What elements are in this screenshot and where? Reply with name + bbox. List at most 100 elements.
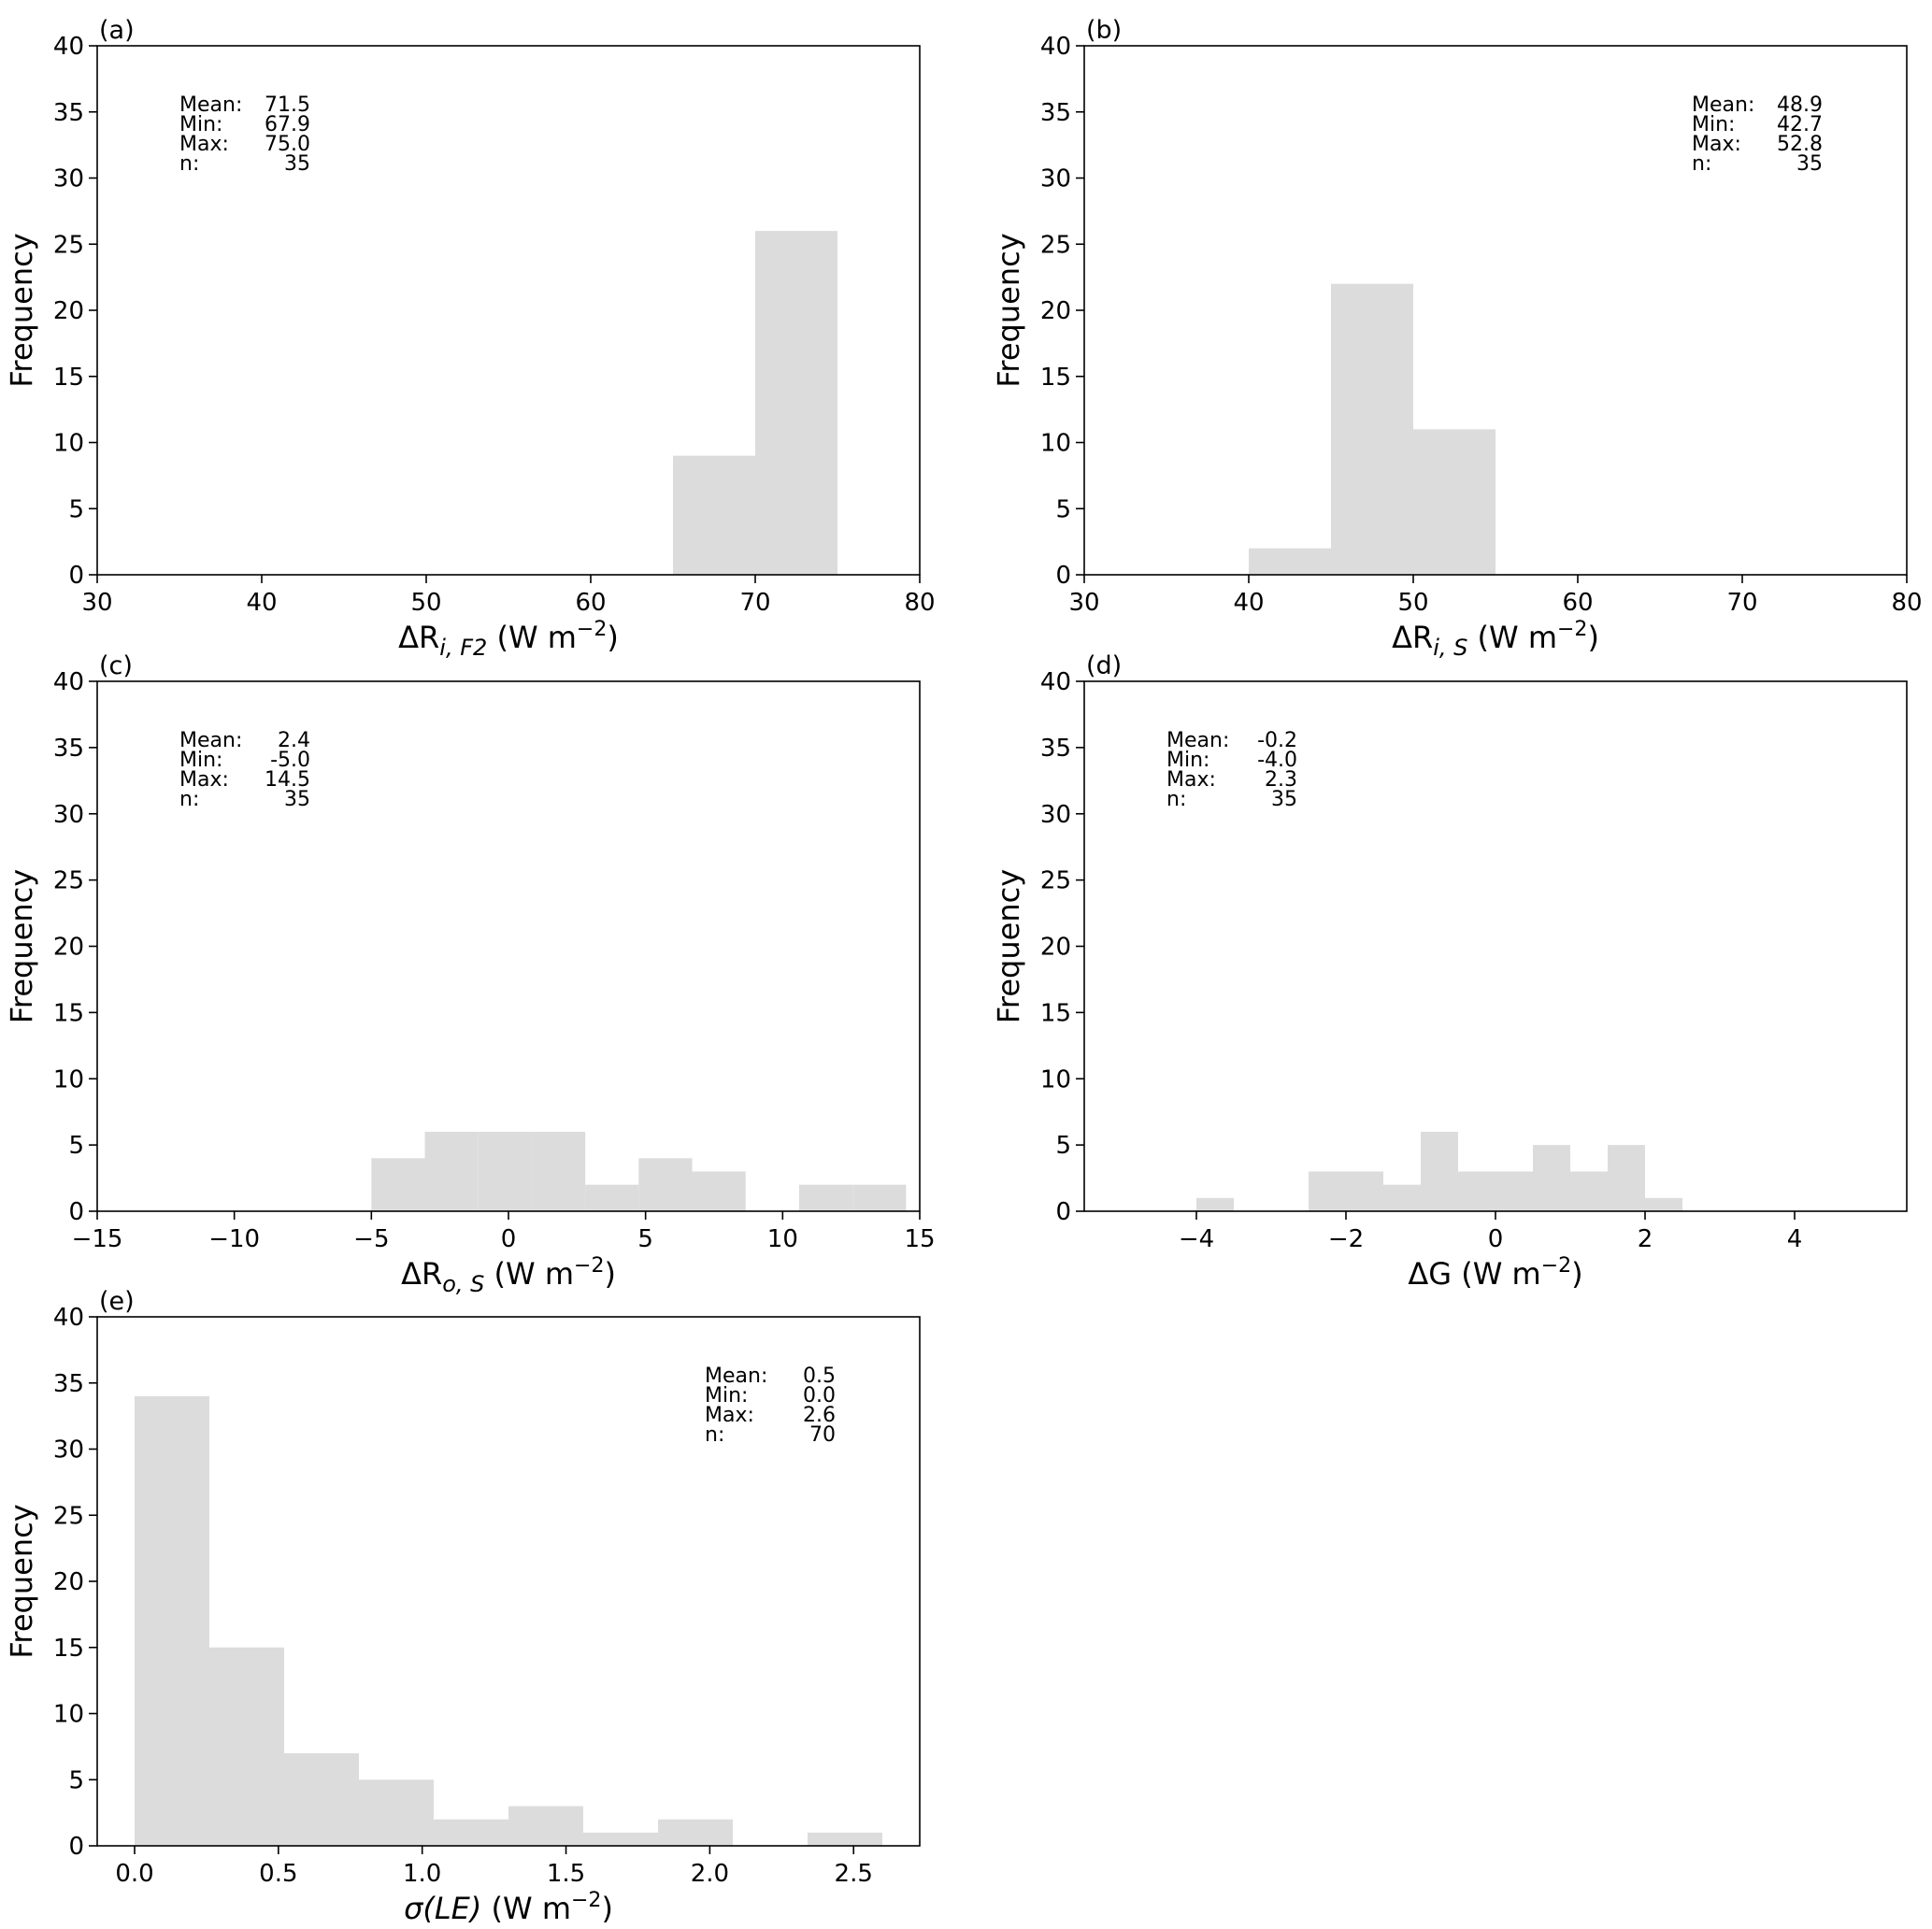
panel-b: 30 40 50 60 70 80 0 5 10 15 20 25 30 35 40 Frequency ΔRi… [991, 16, 1923, 661]
x-axis-label-unit: (W m [1452, 1256, 1541, 1292]
stats-value: 0.0 [803, 1384, 836, 1407]
stats-label: Max: [179, 133, 229, 156]
histogram-bar [434, 1819, 508, 1846]
stats-value: -5.0 [270, 749, 310, 772]
y-tick-label: 40 [53, 1304, 84, 1332]
x-axis-label-unit: (W m [487, 620, 577, 655]
histogram-bar [284, 1752, 359, 1846]
histogram-bar [1383, 1184, 1421, 1211]
stats-value: 75.0 [265, 133, 310, 156]
stats-value: 14.5 [265, 768, 310, 792]
y-tick-label: 30 [1040, 801, 1071, 829]
y-tick-label: 25 [1040, 867, 1071, 895]
x-tick-label: 2 [1638, 1225, 1653, 1253]
x-axis-label-superscript: −2 [1557, 618, 1587, 641]
y-tick-label: 25 [1040, 231, 1071, 259]
y-tick-label: 5 [68, 1766, 84, 1794]
x-axis-label: σ(LE) (W m−2) [404, 1889, 613, 1926]
stats-label: Mean: [705, 1365, 767, 1388]
histogram-bar [1331, 283, 1413, 575]
y-tick-label: 40 [1040, 668, 1071, 696]
histogram-bar [638, 1158, 693, 1211]
x-axis-label-close: ) [604, 1256, 615, 1292]
panel-e: 0.0 0.5 1.0 1.5 2.0 2.50510152025303540Freque… [4, 1287, 921, 1926]
y-tick-label: 30 [53, 1436, 84, 1465]
x-tick-label: 60 [1562, 589, 1593, 617]
x-tick-label: 4 [1787, 1225, 1803, 1253]
y-tick-label: 35 [1040, 735, 1071, 763]
histogram-bar [508, 1806, 583, 1846]
stats-label: Min: [705, 1384, 748, 1407]
histogram-bar [424, 1131, 479, 1211]
y-tick-label: 0 [68, 1833, 84, 1861]
panel-label: (b) [1086, 16, 1122, 45]
stats-label: n: [179, 152, 199, 176]
x-axis-label-symbol: σ(LE) [404, 1891, 481, 1926]
x-axis-label-symbol: ΔG [1408, 1256, 1452, 1292]
stats-value: 71.5 [265, 93, 310, 117]
x-tick-label: 10 [767, 1225, 798, 1253]
x-axis-label-unit: (W m [481, 1891, 571, 1926]
y-tick-label: 10 [1040, 430, 1071, 458]
x-axis-label-symbol: ΔR [401, 1256, 442, 1292]
stats-label: Max: [179, 768, 229, 792]
x-tick-label: 70 [1726, 589, 1757, 617]
x-tick-label: −10 [208, 1225, 260, 1253]
y-axis-label: Frequency [4, 1504, 39, 1658]
x-axis-label: ΔRo, S (W m−2) [401, 1254, 616, 1297]
histogram-bar [1496, 1171, 1533, 1211]
x-tick-label: 0.5 [259, 1860, 297, 1888]
stats-value: 35 [1271, 788, 1297, 811]
stats-value: -0.2 [1257, 729, 1297, 752]
y-tick-label: 5 [1055, 495, 1071, 523]
x-axis-label-close: ) [601, 1891, 612, 1926]
stats-value: -4.0 [1257, 749, 1297, 772]
histogram-bar [692, 1171, 746, 1211]
y-tick-label: 20 [53, 934, 84, 962]
x-tick-label: 70 [739, 589, 770, 617]
y-tick-label: 35 [53, 735, 84, 763]
y-tick-label: 15 [1040, 999, 1071, 1027]
y-tick-label: 15 [53, 364, 84, 392]
x-tick-label: 2.0 [691, 1860, 729, 1888]
x-axis-label-superscript: −2 [571, 1889, 601, 1912]
x-tick-label: 0 [1488, 1225, 1504, 1253]
x-tick-label: 15 [904, 1225, 935, 1253]
stats-label: Min: [1692, 113, 1735, 136]
x-axis-label-symbol: ΔR [398, 620, 439, 655]
x-axis-label-unit: (W m [484, 1256, 574, 1292]
histogram-bar [1533, 1145, 1570, 1211]
stats-label: n: [705, 1423, 724, 1447]
x-axis-label-symbol: ΔR [1392, 620, 1433, 655]
histogram-bar [1570, 1171, 1608, 1211]
histogram-bar [1249, 548, 1331, 575]
y-tick-label: 40 [53, 33, 84, 61]
y-tick-label: 35 [1040, 99, 1071, 127]
x-tick-label: 30 [81, 589, 112, 617]
y-tick-label: 15 [1040, 364, 1071, 392]
x-axis-label-subscript: o, S [442, 1271, 484, 1297]
y-tick-label: 5 [68, 1132, 84, 1160]
x-tick-label: 0 [501, 1225, 517, 1253]
x-tick-label: 1.0 [403, 1860, 441, 1888]
histogram-bar [658, 1819, 733, 1846]
y-axis-label: Frequency [4, 869, 39, 1023]
stats-value: 35 [284, 788, 310, 811]
histogram-bar [371, 1158, 425, 1211]
stats-label: n: [179, 788, 199, 811]
stats-value: 2.4 [278, 729, 310, 752]
y-tick-label: 15 [53, 999, 84, 1027]
y-tick-label: 30 [53, 801, 84, 829]
y-tick-label: 20 [53, 1568, 84, 1596]
panel-label: (e) [99, 1287, 135, 1316]
x-axis-label-close: ) [1587, 620, 1598, 655]
x-axis-label-close: ) [607, 620, 618, 655]
x-tick-label: 0.0 [115, 1860, 153, 1888]
y-tick-label: 35 [53, 1370, 84, 1398]
stats-value: 2.6 [803, 1404, 836, 1427]
histogram-bar [1421, 1131, 1458, 1211]
stats-value: 35 [1796, 152, 1823, 176]
stats-value: 52.8 [1777, 133, 1823, 156]
x-axis-label-subscript: i, S [1433, 635, 1467, 661]
histogram-bar [755, 231, 837, 575]
